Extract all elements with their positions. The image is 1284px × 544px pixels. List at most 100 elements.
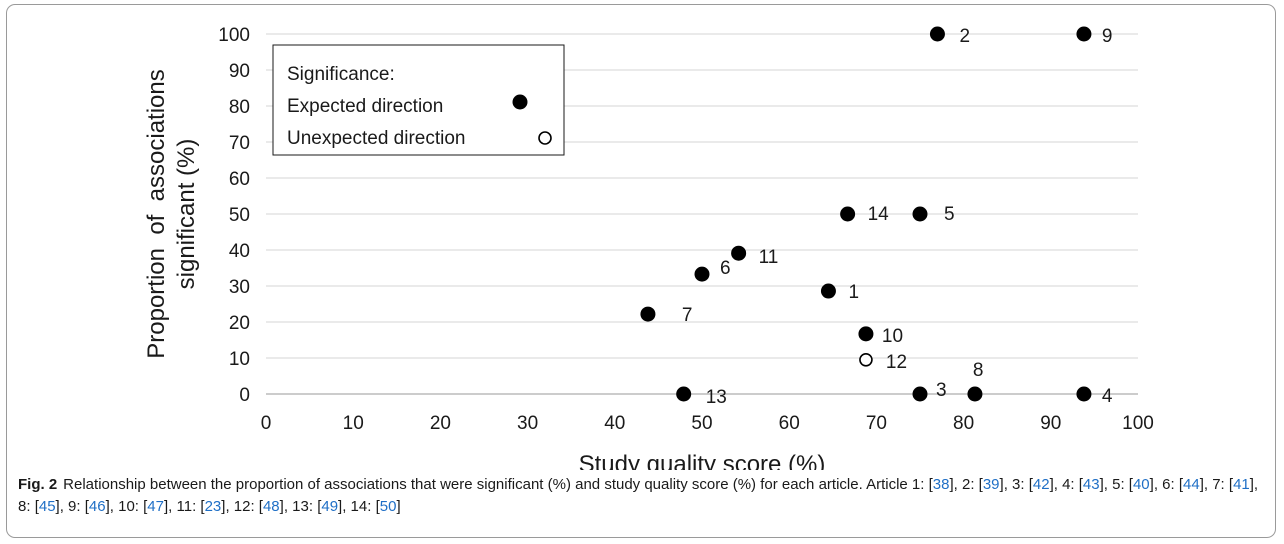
point-label-6: 6: [720, 258, 731, 279]
x-tick-label-40: 40: [604, 413, 625, 434]
point-13: [676, 386, 692, 402]
caption-article-number: , 10:: [109, 498, 144, 515]
caption-article-number: , 7:: [1203, 476, 1229, 493]
point-4: [1076, 386, 1092, 402]
caption-ref-number[interactable]: 45: [38, 498, 56, 515]
caption-article-number: , 5:: [1103, 476, 1129, 493]
caption-ref-number[interactable]: 50: [379, 498, 397, 515]
caption-ref-link[interactable]: [44]: [1178, 476, 1204, 493]
y-axis-title-line-2: significant (%): [173, 139, 200, 290]
caption-ref-number[interactable]: 41: [1233, 476, 1250, 493]
point-label-10: 10: [882, 326, 903, 347]
y-tick-label-10: 10: [229, 349, 250, 370]
legend-entry-unexpected: Unexpected direction: [287, 128, 466, 149]
caption-article-number: , 11:: [168, 498, 201, 515]
point-10: [858, 326, 874, 342]
caption-ref-number[interactable]: 43: [1082, 476, 1100, 493]
x-tick-labels: 0 10 20 30 40 50 60 70 80 90 100: [261, 413, 1154, 434]
caption-ref-number[interactable]: 42: [1032, 476, 1050, 493]
caption-refs: [38], 2: [39], 3: [42], 4: [43], 5: [40]…: [18, 476, 1258, 515]
caption-ref-link[interactable]: [50]: [375, 498, 401, 515]
caption-article-number: , 3:: [1003, 476, 1029, 493]
y-tick-label-20: 20: [229, 313, 250, 334]
y-axis-title-line-1: Proportion of associations: [143, 69, 170, 359]
point-2: [929, 26, 945, 42]
caption-ref-link[interactable]: [45]: [34, 498, 60, 515]
x-tick-label-0: 0: [261, 413, 272, 434]
caption-ref-number[interactable]: 46: [88, 498, 106, 515]
point-7: [640, 306, 656, 322]
caption-ref-number[interactable]: 44: [1183, 476, 1200, 493]
point-3: [912, 386, 928, 402]
point-8: [967, 386, 983, 402]
point-label-8: 8: [973, 360, 984, 381]
x-tick-label-60: 60: [779, 413, 800, 434]
caption-ref-link[interactable]: [23]: [200, 498, 226, 515]
point-label-9: 9: [1102, 26, 1113, 47]
x-tick-label-80: 80: [953, 413, 974, 434]
caption-ref-link[interactable]: [48]: [258, 498, 284, 515]
figure-frame: [6, 4, 1276, 538]
caption-article-number: , 9:: [59, 498, 85, 515]
caption-ref-link[interactable]: [43]: [1078, 476, 1104, 493]
x-axis-title: Study quality score (%): [579, 451, 826, 470]
caption-text: Relationship between the proportion of a…: [63, 476, 929, 493]
x-tick-label-100: 100: [1122, 413, 1154, 434]
x-tick-label-70: 70: [866, 413, 887, 434]
caption-article-number: , 4:: [1053, 476, 1079, 493]
caption-ref-link[interactable]: [39]: [978, 476, 1004, 493]
y-tick-label-50: 50: [229, 205, 250, 226]
point-label-2: 2: [959, 26, 970, 47]
caption-article-number: , 8:: [18, 476, 1259, 515]
point-12: [859, 352, 873, 367]
point-label-14: 14: [868, 204, 890, 225]
x-tick-label-90: 90: [1040, 413, 1061, 434]
x-tick-label-20: 20: [430, 413, 451, 434]
y-tick-labels: 0 10 20 30 40 50 60 70 80 90 100: [218, 25, 250, 406]
y-axis-title: Proportion of associations significant (…: [143, 69, 200, 359]
data-points: [640, 26, 1092, 402]
caption-ref-link[interactable]: [49]: [317, 498, 343, 515]
figure-label: Fig. 2: [18, 476, 58, 493]
caption-ref-number[interactable]: 48: [262, 498, 280, 515]
point-label-5: 5: [944, 204, 955, 225]
y-tick-label-40: 40: [229, 241, 250, 262]
legend-entry-expected: Expected direction: [287, 96, 443, 117]
caption-article-number: , 2:: [953, 476, 979, 493]
x-tick-label-30: 30: [517, 413, 538, 434]
caption-ref-link[interactable]: [42]: [1028, 476, 1054, 493]
caption-ref-link[interactable]: [40]: [1128, 476, 1154, 493]
legend-marker-filled: [512, 94, 528, 110]
x-tick-label-10: 10: [343, 413, 364, 434]
caption-ref-number[interactable]: 47: [147, 498, 164, 515]
figure-caption: Fig. 2 Relationship between the proportio…: [18, 474, 1268, 518]
point-label-11: 11: [759, 247, 779, 268]
caption-ref-link[interactable]: [41]: [1228, 476, 1254, 493]
caption-article-number: , 12:: [225, 498, 259, 515]
point-14: [840, 206, 856, 222]
caption-ref-link[interactable]: [46]: [84, 498, 110, 515]
y-tick-label-60: 60: [229, 169, 250, 190]
y-tick-label-100: 100: [218, 25, 250, 46]
point-label-1: 1: [848, 282, 859, 303]
point-5: [912, 206, 928, 222]
y-tick-label-70: 70: [229, 133, 250, 154]
point-label-3: 3: [936, 380, 947, 401]
point-6: [694, 266, 710, 282]
legend-marker-open: [538, 131, 552, 145]
caption-article-number: , 6:: [1153, 476, 1179, 493]
point-1: [820, 283, 836, 299]
point-11: [731, 245, 747, 261]
caption-ref-link[interactable]: [47]: [143, 498, 169, 515]
y-tick-label-30: 30: [229, 277, 250, 298]
caption-ref-number[interactable]: 23: [204, 498, 222, 515]
caption-ref-number[interactable]: 40: [1132, 476, 1150, 493]
caption-ref-number[interactable]: 39: [982, 476, 1000, 493]
caption-ref-number[interactable]: 38: [932, 476, 950, 493]
point-label-4: 4: [1102, 386, 1113, 407]
caption-ref-number[interactable]: 49: [321, 498, 339, 515]
legend-title: Significance:: [287, 64, 395, 85]
caption-article-number: , 14:: [342, 498, 376, 515]
caption-ref-link[interactable]: [38]: [928, 476, 954, 493]
